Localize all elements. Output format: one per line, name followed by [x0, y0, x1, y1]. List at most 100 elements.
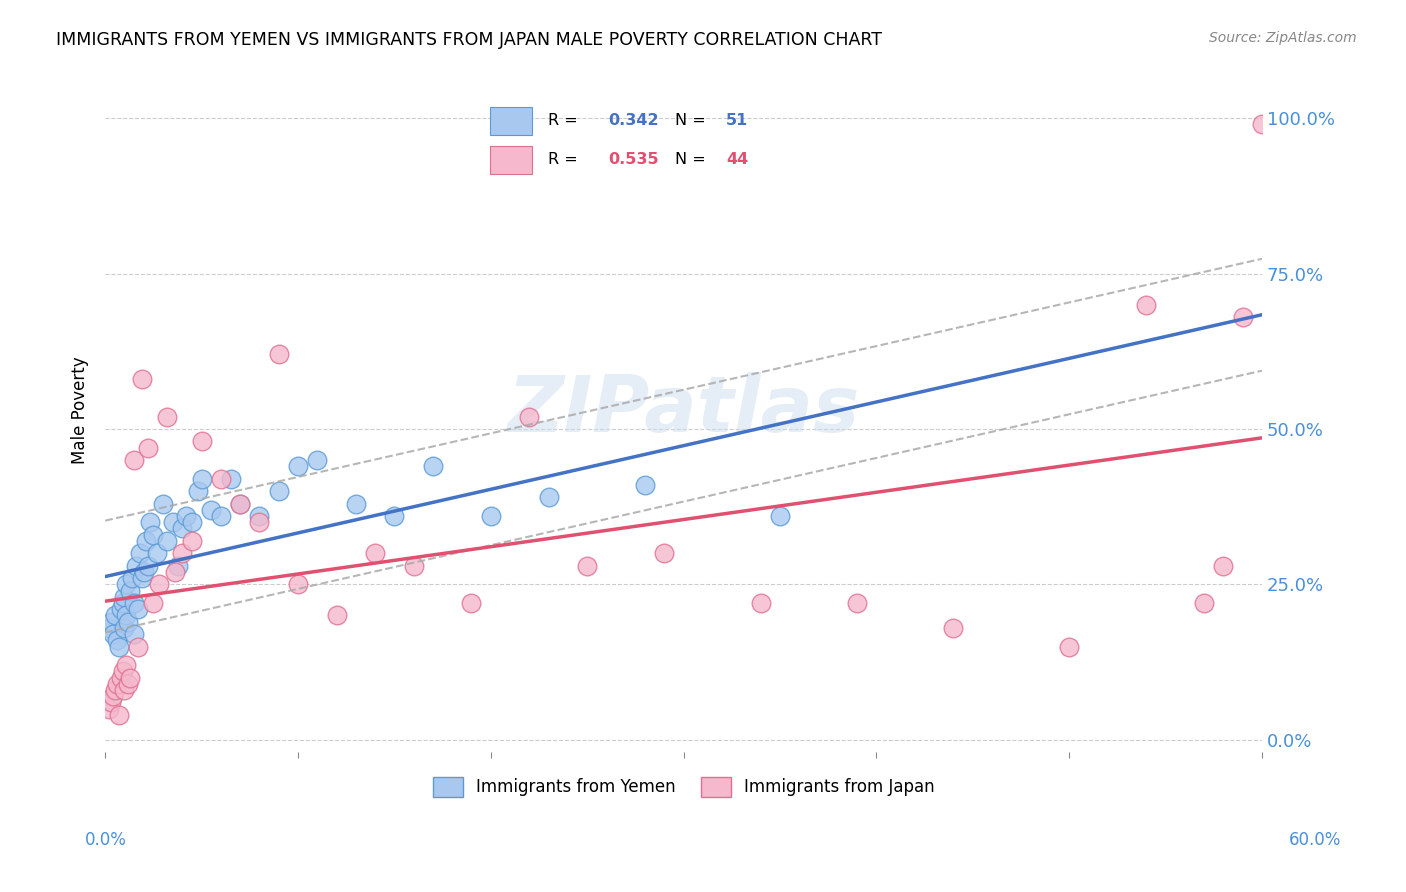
Point	[200, 502, 222, 516]
Point	[172, 521, 194, 535]
Text: 44: 44	[725, 153, 748, 168]
Point	[110, 602, 132, 616]
Point	[942, 621, 965, 635]
FancyBboxPatch shape	[491, 145, 533, 175]
Text: R =: R =	[547, 153, 582, 168]
Point	[120, 671, 142, 685]
Text: 0.342: 0.342	[607, 113, 658, 128]
Point	[104, 608, 127, 623]
Text: 0.0%: 0.0%	[84, 831, 127, 849]
Point	[100, 695, 122, 709]
Point	[229, 497, 252, 511]
Point	[162, 515, 184, 529]
Point	[146, 546, 169, 560]
Point	[132, 565, 155, 579]
Point	[181, 533, 204, 548]
Point	[1192, 596, 1215, 610]
Point	[422, 459, 444, 474]
Point	[156, 409, 179, 424]
Point	[749, 596, 772, 610]
Point	[249, 508, 271, 523]
Point	[174, 508, 197, 523]
Point	[122, 596, 145, 610]
Point	[117, 677, 139, 691]
Point	[190, 434, 212, 449]
Text: 0.535: 0.535	[607, 153, 658, 168]
Point	[114, 621, 136, 635]
Point	[384, 508, 406, 523]
Point	[114, 683, 136, 698]
Point	[110, 671, 132, 685]
Point	[172, 546, 194, 560]
Point	[1057, 640, 1080, 654]
Y-axis label: Male Poverty: Male Poverty	[72, 357, 89, 464]
Point	[101, 627, 124, 641]
Point	[138, 515, 160, 529]
Point	[267, 347, 290, 361]
Point	[129, 546, 152, 560]
Point	[101, 690, 124, 704]
Point	[229, 497, 252, 511]
Point	[460, 596, 482, 610]
Text: 60.0%: 60.0%	[1288, 831, 1341, 849]
Point	[287, 459, 309, 474]
Point	[517, 409, 540, 424]
Point	[576, 558, 599, 573]
Point	[105, 633, 128, 648]
Point	[1251, 118, 1274, 132]
Point	[111, 596, 134, 610]
Point	[122, 627, 145, 641]
Point	[152, 497, 174, 511]
Point	[1212, 558, 1234, 573]
Point	[115, 658, 138, 673]
FancyBboxPatch shape	[491, 107, 533, 136]
Point	[325, 608, 347, 623]
Text: R =: R =	[547, 113, 582, 128]
Point	[267, 484, 290, 499]
Text: 51: 51	[725, 113, 748, 128]
Point	[142, 596, 165, 610]
Point	[181, 515, 204, 529]
Text: N =: N =	[675, 153, 710, 168]
Point	[131, 571, 153, 585]
Point	[249, 515, 271, 529]
Text: N =: N =	[675, 113, 710, 128]
Text: IMMIGRANTS FROM YEMEN VS IMMIGRANTS FROM JAPAN MALE POVERTY CORRELATION CHART: IMMIGRANTS FROM YEMEN VS IMMIGRANTS FROM…	[56, 31, 882, 49]
Point	[1232, 310, 1254, 325]
Point	[402, 558, 425, 573]
Point	[364, 546, 387, 560]
Point	[167, 558, 190, 573]
Point	[107, 707, 129, 722]
Point	[117, 615, 139, 629]
Point	[104, 683, 127, 698]
Point	[127, 602, 149, 616]
Point	[209, 508, 232, 523]
Point	[219, 472, 242, 486]
Text: Source: ZipAtlas.com: Source: ZipAtlas.com	[1209, 31, 1357, 45]
Point	[135, 533, 157, 548]
Point	[287, 577, 309, 591]
Point	[652, 546, 675, 560]
Point	[122, 453, 145, 467]
Point	[125, 558, 148, 573]
Point	[307, 453, 329, 467]
Point	[479, 508, 502, 523]
Point	[163, 565, 186, 579]
Point	[107, 640, 129, 654]
Point	[209, 472, 232, 486]
Point	[190, 472, 212, 486]
Point	[156, 533, 179, 548]
Legend: Immigrants from Yemen, Immigrants from Japan: Immigrants from Yemen, Immigrants from J…	[425, 768, 943, 805]
Point	[131, 372, 153, 386]
Point	[344, 497, 367, 511]
Text: ZIPatlas: ZIPatlas	[508, 372, 859, 449]
Point	[115, 608, 138, 623]
Point	[634, 478, 657, 492]
Point	[187, 484, 209, 499]
Point	[111, 665, 134, 679]
Point	[1135, 298, 1157, 312]
Point	[537, 491, 560, 505]
Point	[114, 590, 136, 604]
Point	[846, 596, 869, 610]
Point	[136, 558, 159, 573]
